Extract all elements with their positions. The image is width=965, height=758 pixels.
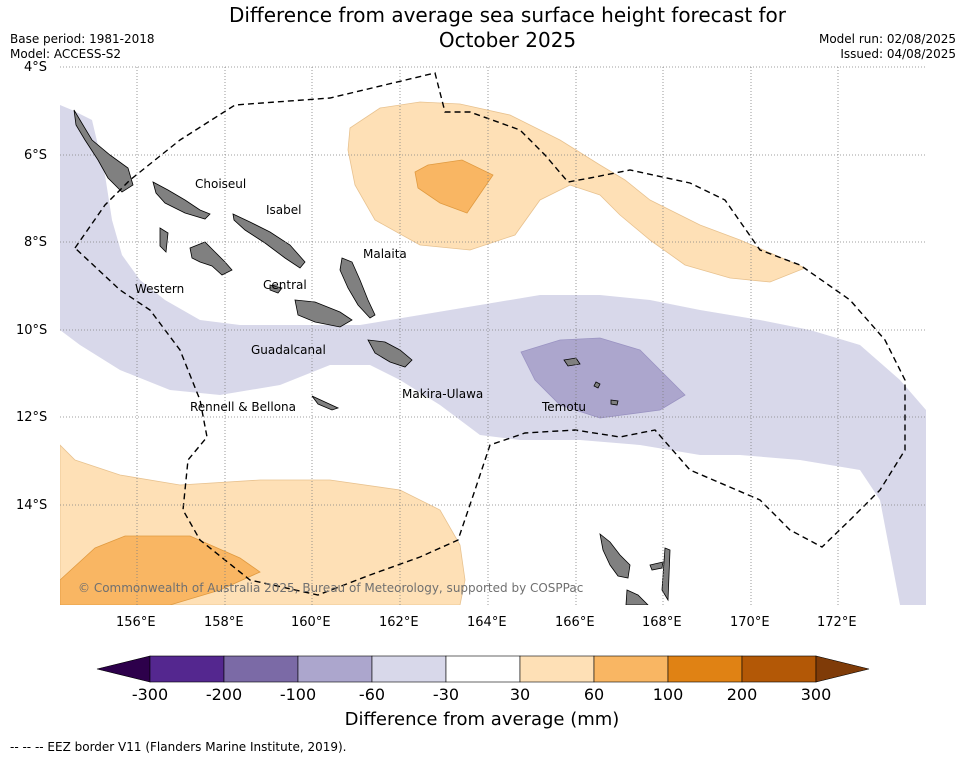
lat-tick: 6°S <box>24 148 48 163</box>
lat-tick: 12°S <box>16 410 48 425</box>
region-label-choiseul: Choiseul <box>195 177 247 191</box>
colorbar-bin-1 <box>149 655 225 683</box>
colorbar-bin-5 <box>445 655 521 683</box>
model-name: Model: ACCESS-S2 <box>10 47 122 61</box>
colorbar-bin-7 <box>593 655 669 683</box>
copyright-notice: © Commonwealth of Australia 2025, Bureau… <box>78 581 584 595</box>
region-label-makira-ulawa: Makira-Ulawa <box>402 387 484 401</box>
base-period: Base period: 1981-2018 <box>10 32 155 46</box>
region-label-temotu: Temotu <box>542 400 587 414</box>
title-line-1: Difference from average sea surface heig… <box>228 3 787 27</box>
anomaly-patch-30-60-north <box>347 101 807 283</box>
title-line-2: October 2025 <box>438 28 577 52</box>
lon-tick: 170°E <box>730 615 770 630</box>
region-label-rennell-bellona: Rennell & Bellona <box>190 400 297 414</box>
eez-footnote: -- -- -- EEZ border V11 (Flanders Marine… <box>10 740 347 754</box>
lat-tick: 4°S <box>24 60 48 75</box>
eez-border <box>74 72 906 596</box>
colorbar-bin-3 <box>297 655 373 683</box>
colorbar-label: -30 <box>432 685 460 704</box>
region-label-central: Central <box>263 278 307 292</box>
lon-tick: 156°E <box>116 615 156 630</box>
lon-tick: 158°E <box>204 615 244 630</box>
lat-tick: 10°S <box>16 323 48 338</box>
meta-left: Base period: 1981-2018 Model: ACCESS-S2 <box>10 32 155 62</box>
colorbar-label: 100 <box>652 685 684 704</box>
anomaly-patch-60-100-south <box>60 535 261 605</box>
map-title: Difference from average sea surface heig… <box>0 3 965 53</box>
colorbar-label: -100 <box>279 685 317 704</box>
colorbar-label: 300 <box>800 685 832 704</box>
solomon-islands-land <box>73 109 671 605</box>
lon-tick: 168°E <box>642 615 682 630</box>
anomaly-patch-minus-60-100 <box>520 337 686 419</box>
lon-tick: 166°E <box>555 615 595 630</box>
meta-right: Model run: 02/08/2025 Issued: 04/08/2025 <box>819 32 956 62</box>
colorbar-bin-6 <box>519 655 595 683</box>
region-label-malaita: Malaita <box>363 247 407 261</box>
graticule <box>60 66 926 605</box>
model-run: Model run: 02/08/2025 <box>818 32 956 46</box>
lon-tick: 160°E <box>291 615 331 630</box>
colorbar-label: 60 <box>583 685 605 704</box>
colorbar-bin-2 <box>223 655 299 683</box>
colorbar-label: 200 <box>726 685 758 704</box>
lon-tick: 162°E <box>379 615 419 630</box>
issued-date: Issued: 04/08/2025 <box>840 47 956 61</box>
region-label-western: Western <box>135 282 185 296</box>
colorbar-label: -60 <box>358 685 386 704</box>
colorbar-title: Difference from average (mm) <box>344 709 620 730</box>
colorbar-bin-4 <box>371 655 447 683</box>
lon-tick: 172°E <box>817 615 857 630</box>
lat-tick: 14°S <box>16 498 48 513</box>
colorbar-bin-9 <box>741 655 817 683</box>
colorbar-extend-high <box>815 655 870 683</box>
lat-tick: 8°S <box>24 235 48 250</box>
colorbar-label: -200 <box>205 685 243 704</box>
colorbar-extend-low <box>96 655 151 683</box>
anomaly-patch-60-100-north <box>414 159 494 214</box>
region-label-isabel: Isabel <box>266 203 302 217</box>
anomaly-band-minus-30-60 <box>60 105 926 605</box>
region-label-guadalcanal: Guadalcanal <box>251 343 326 357</box>
lon-tick: 164°E <box>467 615 507 630</box>
colorbar-label: -300 <box>131 685 169 704</box>
colorbar-label: 30 <box>509 685 531 704</box>
colorbar-bin-8 <box>667 655 743 683</box>
